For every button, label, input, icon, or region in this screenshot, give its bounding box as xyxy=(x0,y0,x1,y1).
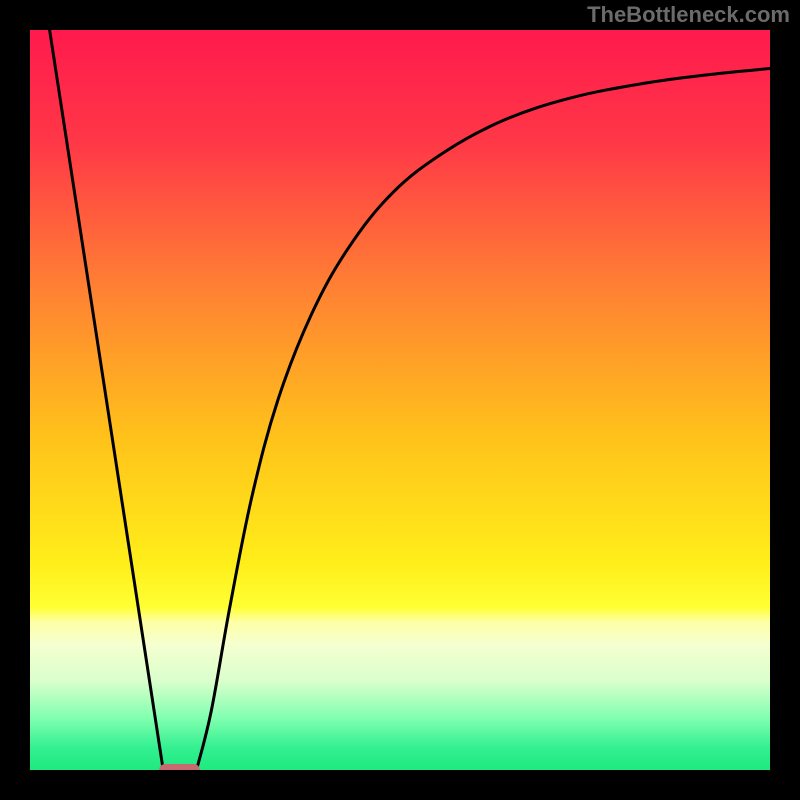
chart-container: TheBottleneck.com xyxy=(0,0,800,800)
bottleneck-curve-chart xyxy=(0,0,800,800)
watermark-text: TheBottleneck.com xyxy=(587,2,790,28)
gradient-background xyxy=(30,30,770,770)
plot-area xyxy=(30,30,770,776)
